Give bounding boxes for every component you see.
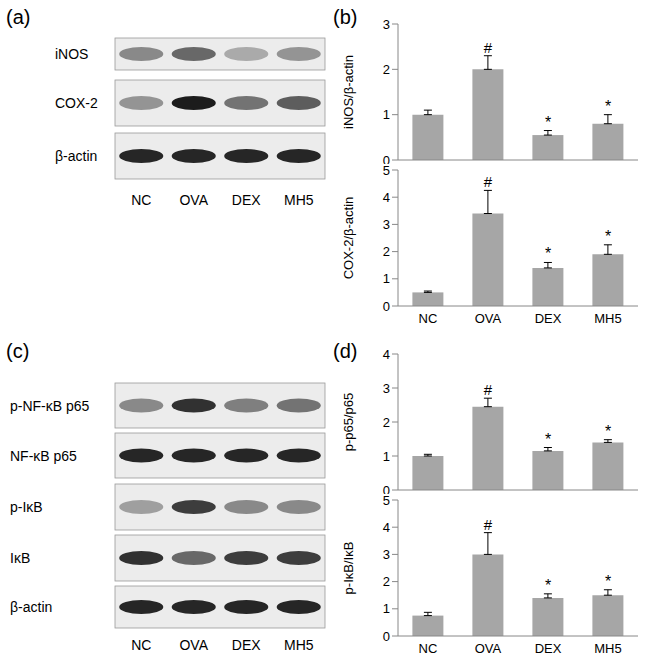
svg-text:DEX: DEX	[232, 637, 261, 653]
svg-text:(a): (a)	[8, 6, 30, 28]
svg-text:1: 1	[383, 601, 390, 616]
svg-text:MH5: MH5	[284, 192, 314, 208]
svg-text:β-actin: β-actin	[55, 148, 97, 164]
svg-text:NC: NC	[131, 637, 151, 653]
svg-text:1: 1	[383, 271, 390, 286]
svg-text:1: 1	[383, 107, 390, 122]
svg-text:*: *	[605, 573, 611, 590]
svg-text:*: *	[545, 245, 551, 262]
svg-text:OVA: OVA	[179, 192, 208, 208]
svg-text:OVA: OVA	[475, 311, 502, 326]
svg-text:COX-2/β-actin: COX-2/β-actin	[341, 197, 356, 280]
svg-text:*: *	[605, 98, 611, 115]
svg-text:DEX: DEX	[535, 311, 562, 326]
svg-text:NC: NC	[419, 641, 438, 656]
svg-text:(c): (c)	[8, 340, 29, 362]
svg-text:0: 0	[383, 299, 390, 314]
svg-text:p-IκB: p-IκB	[10, 499, 43, 515]
svg-text:*: *	[545, 114, 551, 131]
svg-text:0: 0	[383, 629, 390, 644]
svg-text:5: 5	[383, 163, 390, 178]
svg-text:iNOS/β-actin: iNOS/β-actin	[341, 55, 356, 129]
svg-text:*: *	[605, 228, 611, 245]
svg-text:OVA: OVA	[475, 641, 502, 656]
svg-text:DEX: DEX	[232, 192, 261, 208]
svg-text:3: 3	[383, 217, 390, 232]
svg-text:3: 3	[383, 547, 390, 562]
svg-text:5: 5	[383, 493, 390, 508]
svg-text:*: *	[605, 423, 611, 440]
svg-text:DEX: DEX	[535, 641, 562, 656]
svg-text:p-IκB/IκB: p-IκB/IκB	[341, 542, 356, 595]
svg-text:IκB: IκB	[10, 550, 30, 566]
svg-text:iNOS: iNOS	[55, 46, 88, 62]
svg-text:3: 3	[383, 17, 390, 32]
svg-text:#: #	[484, 381, 493, 398]
svg-text:(d): (d)	[333, 340, 357, 362]
svg-text:MH5: MH5	[284, 637, 314, 653]
svg-text:NC: NC	[419, 311, 438, 326]
svg-text:2: 2	[383, 415, 390, 430]
svg-text:4: 4	[383, 190, 390, 205]
svg-text:*: *	[545, 431, 551, 448]
svg-text:*: *	[545, 577, 551, 594]
svg-text:2: 2	[383, 574, 390, 589]
svg-text:p-NF-κB p65: p-NF-κB p65	[10, 398, 90, 414]
svg-text:#: #	[484, 39, 493, 56]
svg-text:COX-2: COX-2	[55, 95, 98, 111]
svg-text:MH5: MH5	[594, 311, 621, 326]
svg-text:NC: NC	[131, 192, 151, 208]
svg-text:NF-κB p65: NF-κB p65	[10, 448, 77, 464]
svg-text:4: 4	[383, 520, 390, 535]
svg-text:p-p65/p65: p-p65/p65	[341, 393, 356, 452]
svg-text:#: #	[484, 173, 493, 190]
svg-text:#: #	[484, 516, 493, 533]
svg-text:OVA: OVA	[179, 637, 208, 653]
svg-text:β-actin: β-actin	[10, 599, 52, 615]
svg-text:(b): (b)	[333, 6, 357, 28]
svg-text:2: 2	[383, 62, 390, 77]
svg-text:4: 4	[383, 347, 390, 362]
svg-text:1: 1	[383, 449, 390, 464]
svg-text:MH5: MH5	[594, 641, 621, 656]
svg-text:3: 3	[383, 381, 390, 396]
svg-text:2: 2	[383, 244, 390, 259]
